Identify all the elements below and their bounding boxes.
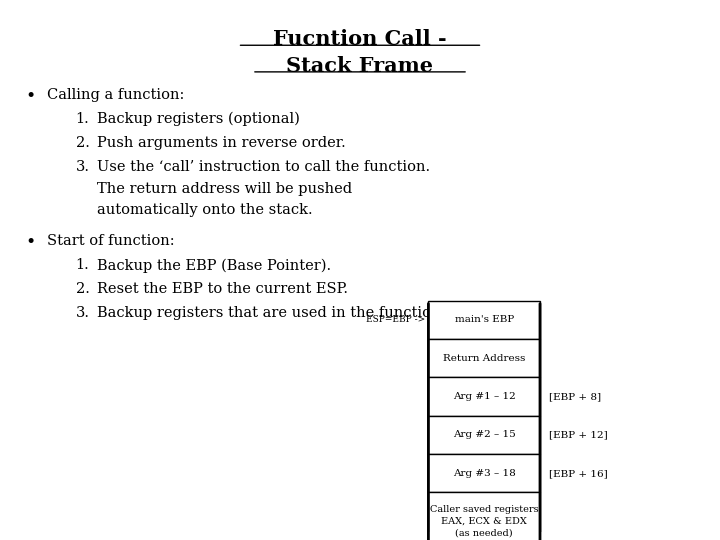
Bar bbox=[428, 339, 540, 377]
Bar bbox=[428, 301, 540, 339]
Text: Arg #1 – 12: Arg #1 – 12 bbox=[453, 392, 516, 401]
Text: Fucntion Call -: Fucntion Call - bbox=[273, 29, 447, 49]
Text: Arg #3 – 18: Arg #3 – 18 bbox=[453, 469, 516, 478]
Text: automatically onto the stack.: automatically onto the stack. bbox=[97, 204, 312, 218]
Text: The return address will be pushed: The return address will be pushed bbox=[97, 182, 352, 196]
Text: main's EBP: main's EBP bbox=[454, 315, 514, 325]
Text: Stack Frame: Stack Frame bbox=[287, 56, 433, 76]
Text: 2.: 2. bbox=[76, 136, 89, 150]
Text: ESP=EBP ->: ESP=EBP -> bbox=[366, 315, 425, 325]
Text: Arg #2 – 15: Arg #2 – 15 bbox=[453, 430, 516, 440]
Text: [EBP + 16]: [EBP + 16] bbox=[549, 469, 608, 478]
Text: Backup registers (optional): Backup registers (optional) bbox=[97, 112, 300, 126]
Text: Backup the EBP (Base Pointer).: Backup the EBP (Base Pointer). bbox=[97, 258, 331, 273]
Bar bbox=[428, 454, 540, 492]
Text: Reset the EBP to the current ESP.: Reset the EBP to the current ESP. bbox=[97, 282, 348, 296]
Text: 1.: 1. bbox=[76, 112, 89, 126]
Text: [EBP + 8]: [EBP + 8] bbox=[549, 392, 600, 401]
Text: Start of function:: Start of function: bbox=[47, 234, 174, 248]
Text: Backup registers that are used in the function.: Backup registers that are used in the fu… bbox=[97, 306, 446, 320]
Text: 3.: 3. bbox=[76, 160, 89, 174]
Text: 3.: 3. bbox=[76, 306, 89, 320]
Text: 2.: 2. bbox=[76, 282, 89, 296]
Text: Push arguments in reverse order.: Push arguments in reverse order. bbox=[97, 136, 346, 150]
Text: Caller saved registers
EAX, ECX & EDX
(as needed): Caller saved registers EAX, ECX & EDX (a… bbox=[430, 505, 539, 537]
Text: •: • bbox=[25, 234, 35, 251]
Text: •: • bbox=[25, 88, 35, 105]
Text: [EBP + 12]: [EBP + 12] bbox=[549, 430, 608, 440]
Bar bbox=[428, 492, 540, 540]
Bar bbox=[428, 377, 540, 416]
Text: 1.: 1. bbox=[76, 258, 89, 272]
Text: Calling a function:: Calling a function: bbox=[47, 88, 184, 102]
Bar bbox=[428, 416, 540, 454]
Text: Use the ‘call’ instruction to call the function.: Use the ‘call’ instruction to call the f… bbox=[97, 160, 431, 174]
Text: Return Address: Return Address bbox=[443, 354, 526, 363]
